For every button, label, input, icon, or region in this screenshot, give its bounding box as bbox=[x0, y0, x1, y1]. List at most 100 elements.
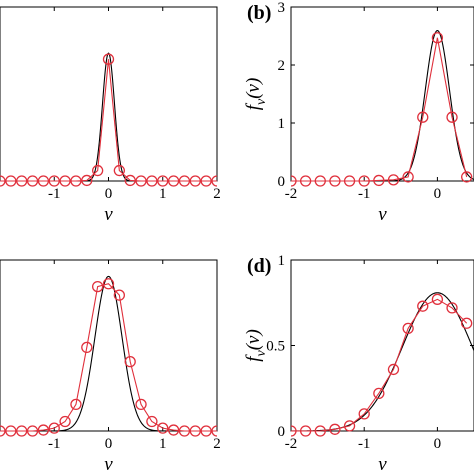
data-point bbox=[26, 175, 39, 187]
data-point bbox=[417, 300, 429, 312]
simulation-line bbox=[291, 298, 468, 432]
plot-frame bbox=[0, 6, 218, 182]
data-point bbox=[157, 175, 169, 187]
data-point bbox=[387, 363, 400, 376]
panel-0: -1 0 1 2 ν bbox=[0, 6, 221, 225]
x-axis-label: ν bbox=[104, 204, 113, 225]
data-point bbox=[461, 317, 473, 329]
data-point bbox=[211, 175, 217, 187]
x-axis-label: ν bbox=[104, 454, 113, 474]
x-tick-label: 2 bbox=[213, 186, 221, 202]
data-point bbox=[314, 175, 326, 187]
data-point bbox=[189, 425, 201, 437]
data-point bbox=[5, 175, 17, 187]
plot-frame bbox=[290, 6, 474, 182]
y-tick-label: 1 bbox=[278, 253, 286, 269]
data-point bbox=[431, 32, 444, 44]
data-point bbox=[113, 289, 125, 301]
data-point bbox=[48, 175, 60, 187]
x-tick-label: -2 bbox=[285, 186, 298, 202]
data-point bbox=[92, 164, 104, 177]
data-point bbox=[291, 425, 297, 437]
plot-frame bbox=[290, 259, 474, 432]
data-point bbox=[167, 175, 180, 187]
data-point bbox=[167, 424, 180, 436]
data-point bbox=[37, 424, 50, 436]
data-point bbox=[329, 423, 341, 435]
data-point bbox=[417, 111, 429, 123]
x-tick-label: -1 bbox=[48, 186, 61, 202]
data-point bbox=[343, 175, 356, 187]
data-point bbox=[314, 425, 326, 437]
x-tick-label: -1 bbox=[358, 186, 371, 202]
y-tick-label: 2 bbox=[278, 58, 286, 74]
panel-3: -2 -1 0 0 0.5 1 ν fν(ν) (d) bbox=[243, 253, 474, 474]
data-point bbox=[0, 425, 6, 437]
data-point bbox=[358, 175, 370, 187]
data-point bbox=[373, 387, 385, 400]
data-point bbox=[402, 322, 414, 335]
x-tick-label: 2 bbox=[213, 436, 221, 452]
data-point bbox=[299, 425, 312, 437]
data-point bbox=[59, 415, 71, 428]
x-tick-label: -1 bbox=[48, 436, 61, 452]
data-point bbox=[59, 175, 71, 187]
simulation-line bbox=[0, 283, 217, 432]
x-tick-label: 0 bbox=[105, 186, 113, 202]
y-tick-label: 1 bbox=[278, 116, 286, 132]
data-point bbox=[402, 171, 414, 183]
data-point bbox=[48, 422, 60, 434]
simulation-line bbox=[0, 59, 217, 182]
data-point bbox=[178, 175, 191, 187]
data-point bbox=[113, 164, 125, 177]
y-axis-label: fν(ν) bbox=[243, 78, 269, 111]
data-point bbox=[0, 175, 6, 187]
data-point bbox=[146, 175, 158, 187]
data-point bbox=[81, 174, 93, 187]
data-point bbox=[70, 175, 82, 187]
theory-curve bbox=[291, 292, 474, 432]
data-point bbox=[124, 174, 136, 187]
y-tick-label: 0 bbox=[278, 424, 286, 440]
data-point bbox=[135, 398, 147, 411]
data-point bbox=[124, 355, 136, 368]
x-tick-label: 0 bbox=[105, 436, 113, 452]
x-axis-label: ν bbox=[378, 204, 387, 225]
data-point bbox=[16, 175, 28, 187]
panel-2: -1 0 1 2 ν bbox=[0, 259, 221, 474]
plot-frame bbox=[0, 259, 218, 432]
y-tick-label: 0 bbox=[278, 174, 286, 190]
data-point bbox=[343, 420, 356, 432]
theory-curve bbox=[291, 30, 474, 182]
data-point bbox=[431, 293, 444, 305]
x-tick-label: -2 bbox=[285, 436, 298, 452]
theory-curve bbox=[0, 275, 217, 432]
simulation-line bbox=[291, 37, 468, 182]
data-point bbox=[37, 175, 50, 187]
x-tick-label: 0 bbox=[434, 436, 442, 452]
data-point bbox=[200, 425, 212, 437]
data-point bbox=[146, 415, 158, 428]
x-tick-label: 1 bbox=[159, 186, 167, 202]
y-tick-label: 0.5 bbox=[266, 339, 285, 355]
y-axis-label: fν(ν) bbox=[243, 329, 269, 362]
data-point bbox=[211, 425, 217, 437]
x-axis-label: ν bbox=[378, 454, 387, 474]
panel-label: (b) bbox=[247, 2, 271, 24]
data-point bbox=[102, 278, 115, 290]
panel-label: (d) bbox=[247, 255, 271, 277]
data-point bbox=[446, 111, 458, 123]
data-point bbox=[358, 408, 370, 420]
data-point bbox=[178, 425, 191, 437]
data-point bbox=[299, 175, 312, 187]
data-point bbox=[92, 280, 104, 293]
data-point bbox=[135, 175, 147, 187]
data-point bbox=[461, 171, 473, 183]
data-point bbox=[200, 175, 212, 187]
data-point bbox=[189, 175, 201, 187]
x-tick-label: 0 bbox=[434, 186, 442, 202]
data-point bbox=[373, 174, 385, 187]
y-tick-label: 3 bbox=[278, 0, 286, 16]
x-tick-label: 1 bbox=[159, 436, 167, 452]
